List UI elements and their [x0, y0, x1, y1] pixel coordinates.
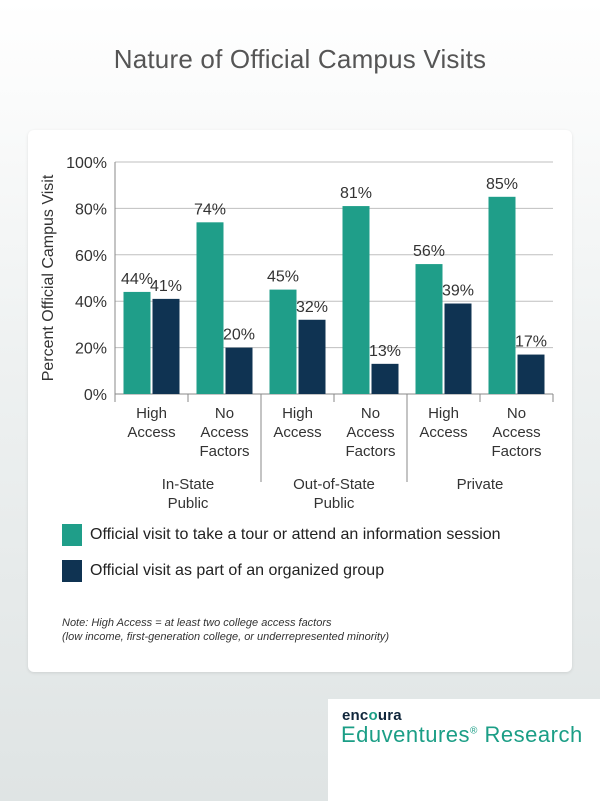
category-label: No — [361, 405, 380, 422]
category-label: Access — [127, 424, 175, 441]
legend-label-group: Official visit as part of an organized g… — [90, 562, 385, 579]
bar — [371, 363, 399, 394]
chart-card: 0% 20% 40% 60% 80% 100% Percent Official Campu… — [28, 130, 572, 672]
brand-box: encoura Eduventures® Research — [328, 699, 600, 801]
category-label: High — [282, 405, 313, 422]
page-title: Nature of Official Campus Visits — [113, 44, 487, 74]
group-label: In-State — [162, 476, 215, 493]
y-tick-label: 40% — [75, 294, 107, 311]
y-tick-label: 100% — [66, 155, 107, 172]
legend-swatch-tour — [62, 524, 82, 546]
category-label: Access — [200, 424, 248, 441]
legend-item-group: Official visit as part of an organized g… — [62, 560, 384, 582]
category-label: High — [428, 405, 459, 422]
footnote: Note: High Access = at least two college… — [62, 616, 532, 644]
group-label: Public — [168, 495, 209, 510]
legend-label-tour: Official visit to take a tour or attend … — [90, 526, 501, 543]
category-label: Access — [492, 424, 540, 441]
bar — [444, 303, 472, 394]
category-label: No — [215, 405, 234, 422]
data-label: 81% — [340, 185, 372, 202]
bar — [152, 298, 180, 394]
category-label: Factors — [199, 443, 249, 460]
encoura-logo: encoura — [342, 707, 402, 724]
bar-chart: 0% 20% 40% 60% 80% 100% Percent Official Campu… — [40, 155, 554, 510]
legend-swatch-group — [62, 560, 82, 582]
category-label: Access — [346, 424, 394, 441]
bar — [342, 206, 370, 394]
data-label: 17% — [515, 334, 547, 351]
bar — [517, 354, 545, 394]
legend-item-tour: Official visit to take a tour or attend … — [62, 524, 501, 546]
bar — [123, 291, 151, 394]
category-label: Access — [273, 424, 321, 441]
y-tick-label: 20% — [75, 341, 107, 358]
category-label: High — [136, 405, 167, 422]
data-label: 13% — [369, 343, 401, 360]
bar — [298, 319, 326, 394]
data-label: 39% — [442, 283, 474, 300]
data-label: 32% — [296, 299, 328, 316]
group-label: Public — [314, 495, 355, 510]
category-label: Access — [419, 424, 467, 441]
bar — [415, 264, 443, 394]
footnote-line-1: Note: High Access = at least two college… — [62, 617, 332, 629]
group-label: Private — [457, 476, 504, 493]
y-tick-label: 0% — [84, 387, 107, 404]
bar — [269, 289, 297, 394]
data-label: 74% — [194, 201, 226, 218]
data-label: 85% — [486, 176, 518, 193]
category-label: No — [507, 405, 526, 422]
bar — [225, 347, 253, 394]
y-axis-label: Percent Official Campus Visit — [40, 174, 57, 381]
y-tick-label: 60% — [75, 248, 107, 265]
data-label: 41% — [150, 278, 182, 295]
category-label: Factors — [345, 443, 395, 460]
data-label: 45% — [267, 269, 299, 286]
bar — [488, 196, 516, 394]
group-label: Out-of-State — [293, 476, 375, 493]
category-label: Factors — [491, 443, 541, 460]
data-label: 20% — [223, 327, 255, 344]
data-label: 44% — [121, 271, 153, 288]
data-label: 56% — [413, 243, 445, 260]
bar — [196, 222, 224, 394]
y-tick-label: 80% — [75, 201, 107, 218]
footnote-line-2: (low income, first-generation college, o… — [62, 631, 390, 643]
brand-name: Eduventures® Research — [341, 722, 583, 747]
